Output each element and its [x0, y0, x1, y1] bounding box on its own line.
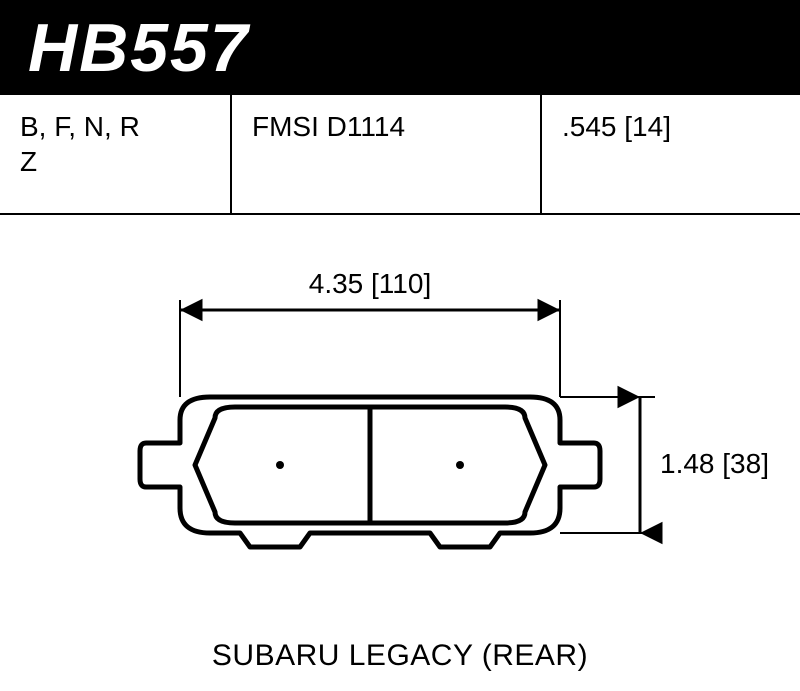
diagram-area: 4.35 [110] 1.48 [38]: [0, 215, 800, 635]
spec-cell-compounds: B, F, N, R Z: [0, 95, 230, 215]
width-label: 4.35 [110]: [309, 268, 431, 299]
width-dimension: 4.35 [110]: [180, 268, 560, 397]
brake-pad-outline: [140, 397, 600, 547]
fmsi-code: FMSI D1114: [252, 109, 522, 144]
spec-cell-thickness: .545 [14]: [540, 95, 800, 215]
compounds-line-2: Z: [20, 144, 212, 179]
part-number-title: HB557: [0, 9, 250, 87]
thickness-value: .545 [14]: [562, 109, 782, 144]
spec-cell-fmsi: FMSI D1114: [230, 95, 540, 215]
brake-pad-diagram: 4.35 [110] 1.48 [38]: [0, 215, 800, 635]
header-band: HB557: [0, 0, 800, 95]
vehicle-application-label: SUBARU LEGACY (REAR): [0, 639, 800, 673]
page-root: HB557 B, F, N, R Z FMSI D1114 .545 [14]: [0, 0, 800, 691]
spec-row: B, F, N, R Z FMSI D1114 .545 [14]: [0, 95, 800, 215]
compounds-line-1: B, F, N, R: [20, 109, 212, 144]
height-dimension: 1.48 [38]: [560, 397, 769, 533]
height-label: 1.48 [38]: [660, 448, 769, 479]
